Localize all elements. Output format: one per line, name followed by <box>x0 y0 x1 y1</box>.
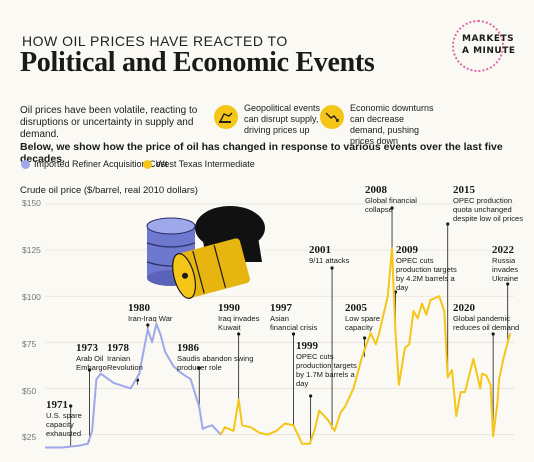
annotation-dot-2005 <box>363 336 367 340</box>
y-tick-125: $125 <box>22 245 41 255</box>
annotation-1971: 1971 U.S. spare capacity exhausted <box>46 399 106 438</box>
annotation-dot-1986 <box>197 366 201 370</box>
annotation-dot-2015 <box>446 222 450 226</box>
annotation-year: 1997 <box>270 302 292 314</box>
annotation-1973: 1973 Arab Oil Embargo <box>76 342 134 372</box>
annotation-1986: 1986 Saudis abandon swing producer role <box>177 342 269 372</box>
annotation-dot-2022 <box>506 282 510 286</box>
legend-label-wti: West Texas Intermediate <box>156 159 255 169</box>
logo-text-minute: A MINUTE <box>462 46 516 56</box>
y-tick-75: $75 <box>22 339 37 349</box>
yellow-barrel-body <box>178 238 250 298</box>
annotation-1990: 1990 Iraq invades Kuwait <box>218 302 266 332</box>
annotation-text: OPEC production quota unchanged despite … <box>453 196 524 223</box>
annotation-year: 1980 <box>128 302 150 314</box>
annotation-text: Arab Oil Embargo <box>76 354 107 372</box>
annotation-dot-2001 <box>330 266 334 270</box>
annotation-text: Global financial collapse <box>365 196 417 214</box>
annotation-text: U.S. spare capacity exhausted <box>46 411 82 438</box>
annotation-dot-1980 <box>146 323 150 327</box>
annotation-2001: 2001 9/11 attacks <box>309 244 369 265</box>
y-tick-150: $150 <box>22 198 41 208</box>
geopolitical-legend-text: Geopolitical events can disrupt supply, … <box>244 103 321 135</box>
legend-label-irac: Imported Refiner Acquisition Cost <box>34 159 168 169</box>
annotation-year: 2005 <box>345 302 367 314</box>
annotation-dot-1997 <box>291 332 296 336</box>
annotation-text: Iranian Revolution <box>107 354 143 372</box>
annotation-text: Low spare capacity <box>345 314 381 332</box>
page-title: Political and Economic Events <box>20 47 375 78</box>
logo-ring-icon <box>452 20 504 72</box>
annotation-dot-1971 <box>69 404 73 408</box>
legend-swatch-irac <box>21 160 30 169</box>
annotation-text: Saudis abandon swing producer role <box>177 354 254 372</box>
y-tick-50: $50 <box>22 386 37 396</box>
annotation-year: 2015 <box>453 184 475 196</box>
annotation-1980: 1980 Iran-Iraq War <box>128 302 194 323</box>
oil-pump-icon <box>214 105 238 129</box>
annotation-year: 2020 <box>453 302 475 314</box>
annotation-year: 1973 <box>76 342 98 354</box>
annotation-2008: 2008 Global financial collapse <box>365 184 417 214</box>
annotation-1999: 1999 OPEC cuts production targets by 1.7M… <box>296 340 364 388</box>
annotation-year: 1971 <box>46 399 68 411</box>
annotation-2020: 2020 Global pandemic reduces oil demand <box>453 302 525 332</box>
chart-subtitle: Below, we show how the price of oil has … <box>20 141 503 165</box>
annotation-dot-1973 <box>87 368 92 372</box>
annotation-year: 2009 <box>396 244 418 256</box>
y-tick-25: $25 <box>22 432 37 442</box>
annotation-year: 1999 <box>296 340 318 352</box>
intro-text: Oil prices have been volatile, reacting … <box>20 105 198 140</box>
annotation-text: Global pandemic reduces oil demand <box>453 314 520 332</box>
annotation-dot-2008 <box>390 206 394 210</box>
annotation-text: 9/11 attacks <box>309 256 350 265</box>
logo-text-markets: MARKETS <box>462 34 515 44</box>
annotation-text: OPEC cuts production targets by 4.2M bar… <box>396 256 457 292</box>
annotation-2015: 2015 OPEC production quota unchanged desp… <box>453 184 533 223</box>
blue-barrel-top <box>146 217 196 235</box>
y-tick-100: $100 <box>22 292 41 302</box>
series-line-wti <box>219 247 512 445</box>
annotation-year: 1978 <box>107 342 129 354</box>
oil-drop-icon <box>182 272 189 279</box>
annotation-text: Asian financial crisis <box>270 314 318 332</box>
legend-swatch-wti <box>143 160 152 169</box>
annotation-1997: 1997 Asian financial crisis <box>270 302 318 332</box>
oil-barrels-illustration <box>146 206 265 299</box>
markets-in-a-minute-logo: MARKETS A MINUTE <box>448 20 518 72</box>
annotation-2005: 2005 Low spare capacity <box>345 302 393 332</box>
series-line-irac <box>45 322 222 449</box>
economic-legend-text: Economic downturns can decrease demand, … <box>350 103 434 146</box>
annotation-2009: 2009 OPEC cuts production targets by 4.2M… <box>396 244 458 292</box>
annotation-year: 1986 <box>177 342 199 354</box>
y-axis-label: Crude oil price ($/barrel, real 2010 dol… <box>20 185 198 196</box>
annotation-year: 2008 <box>365 184 387 196</box>
annotation-year: 1990 <box>218 302 240 314</box>
annotation-1978: 1978 Iranian Revolution <box>107 342 151 372</box>
annotation-dot-2020 <box>491 332 495 336</box>
downturn-icon <box>320 105 344 129</box>
annotation-dot-1999 <box>309 394 313 398</box>
annotation-year: 2001 <box>309 244 331 256</box>
annotation-text: Iran-Iraq War <box>128 314 173 323</box>
annotation-year: 2022 <box>492 244 514 256</box>
page-kicker: HOW OIL PRICES HAVE REACTED TO <box>22 33 288 49</box>
annotation-text: Russia invades Ukraine <box>492 256 519 283</box>
annotation-dot-1990 <box>237 332 241 336</box>
annotation-2022: 2022 Russia invades Ukraine <box>492 244 532 283</box>
annotation-text: OPEC cuts production targets by 1.7M bar… <box>296 352 357 388</box>
annotation-text: Iraq invades Kuwait <box>218 314 260 332</box>
